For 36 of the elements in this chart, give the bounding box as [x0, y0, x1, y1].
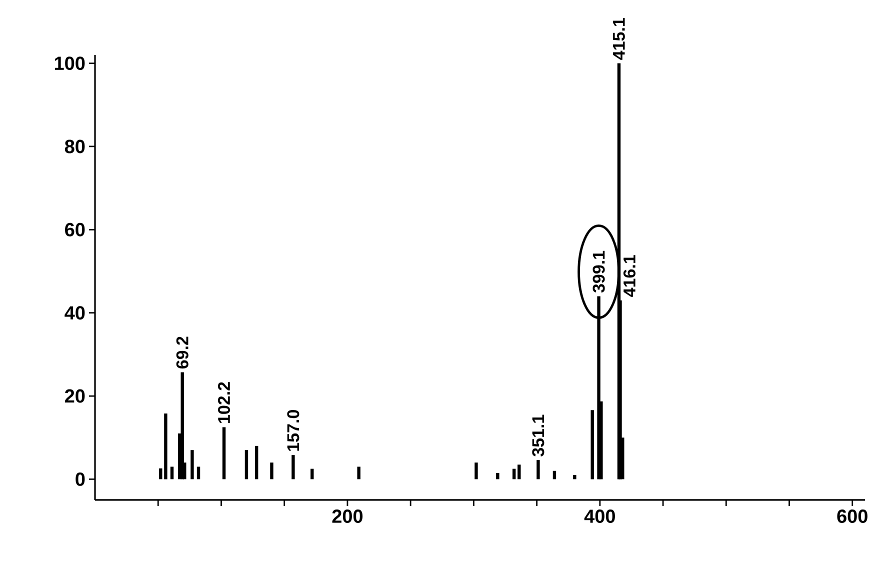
bar: [170, 466, 174, 480]
bar: [474, 462, 478, 480]
y-tick-label: 100: [54, 56, 85, 70]
bar: [512, 468, 516, 480]
bar: [292, 455, 295, 480]
bar: [164, 413, 168, 480]
x-tick-label: 400: [584, 510, 615, 523]
bar: [244, 450, 248, 480]
bar: [573, 475, 576, 480]
bar: [196, 466, 200, 480]
annotation: 416.1: [623, 255, 636, 297]
bar: [496, 472, 500, 480]
y-tick-label: 0: [76, 472, 85, 486]
annotation: 351.1: [532, 414, 544, 456]
y-tick-label: 20: [65, 389, 85, 403]
bar: [254, 446, 258, 480]
y-tick-label: 40: [64, 306, 85, 320]
annotation: 157.0: [287, 410, 300, 451]
y-tick-label: 60: [65, 222, 85, 236]
x-tick-label: 600: [837, 510, 868, 523]
annotation: 69.2: [176, 336, 188, 368]
bar: [270, 462, 274, 480]
bar: [590, 410, 594, 480]
bar: [357, 466, 360, 480]
bar: [310, 468, 314, 480]
annotation: 102.2: [218, 382, 230, 423]
x-tick-label: 200: [332, 510, 363, 523]
bar: [159, 468, 162, 480]
bar: [536, 460, 540, 480]
bar: [222, 427, 226, 480]
y-tick-label: 80: [64, 140, 85, 154]
bar: [552, 470, 556, 480]
annotation: 415.1: [613, 18, 625, 60]
bar: [190, 450, 194, 480]
annotation: 399.1: [592, 250, 605, 293]
bar: [518, 464, 521, 480]
